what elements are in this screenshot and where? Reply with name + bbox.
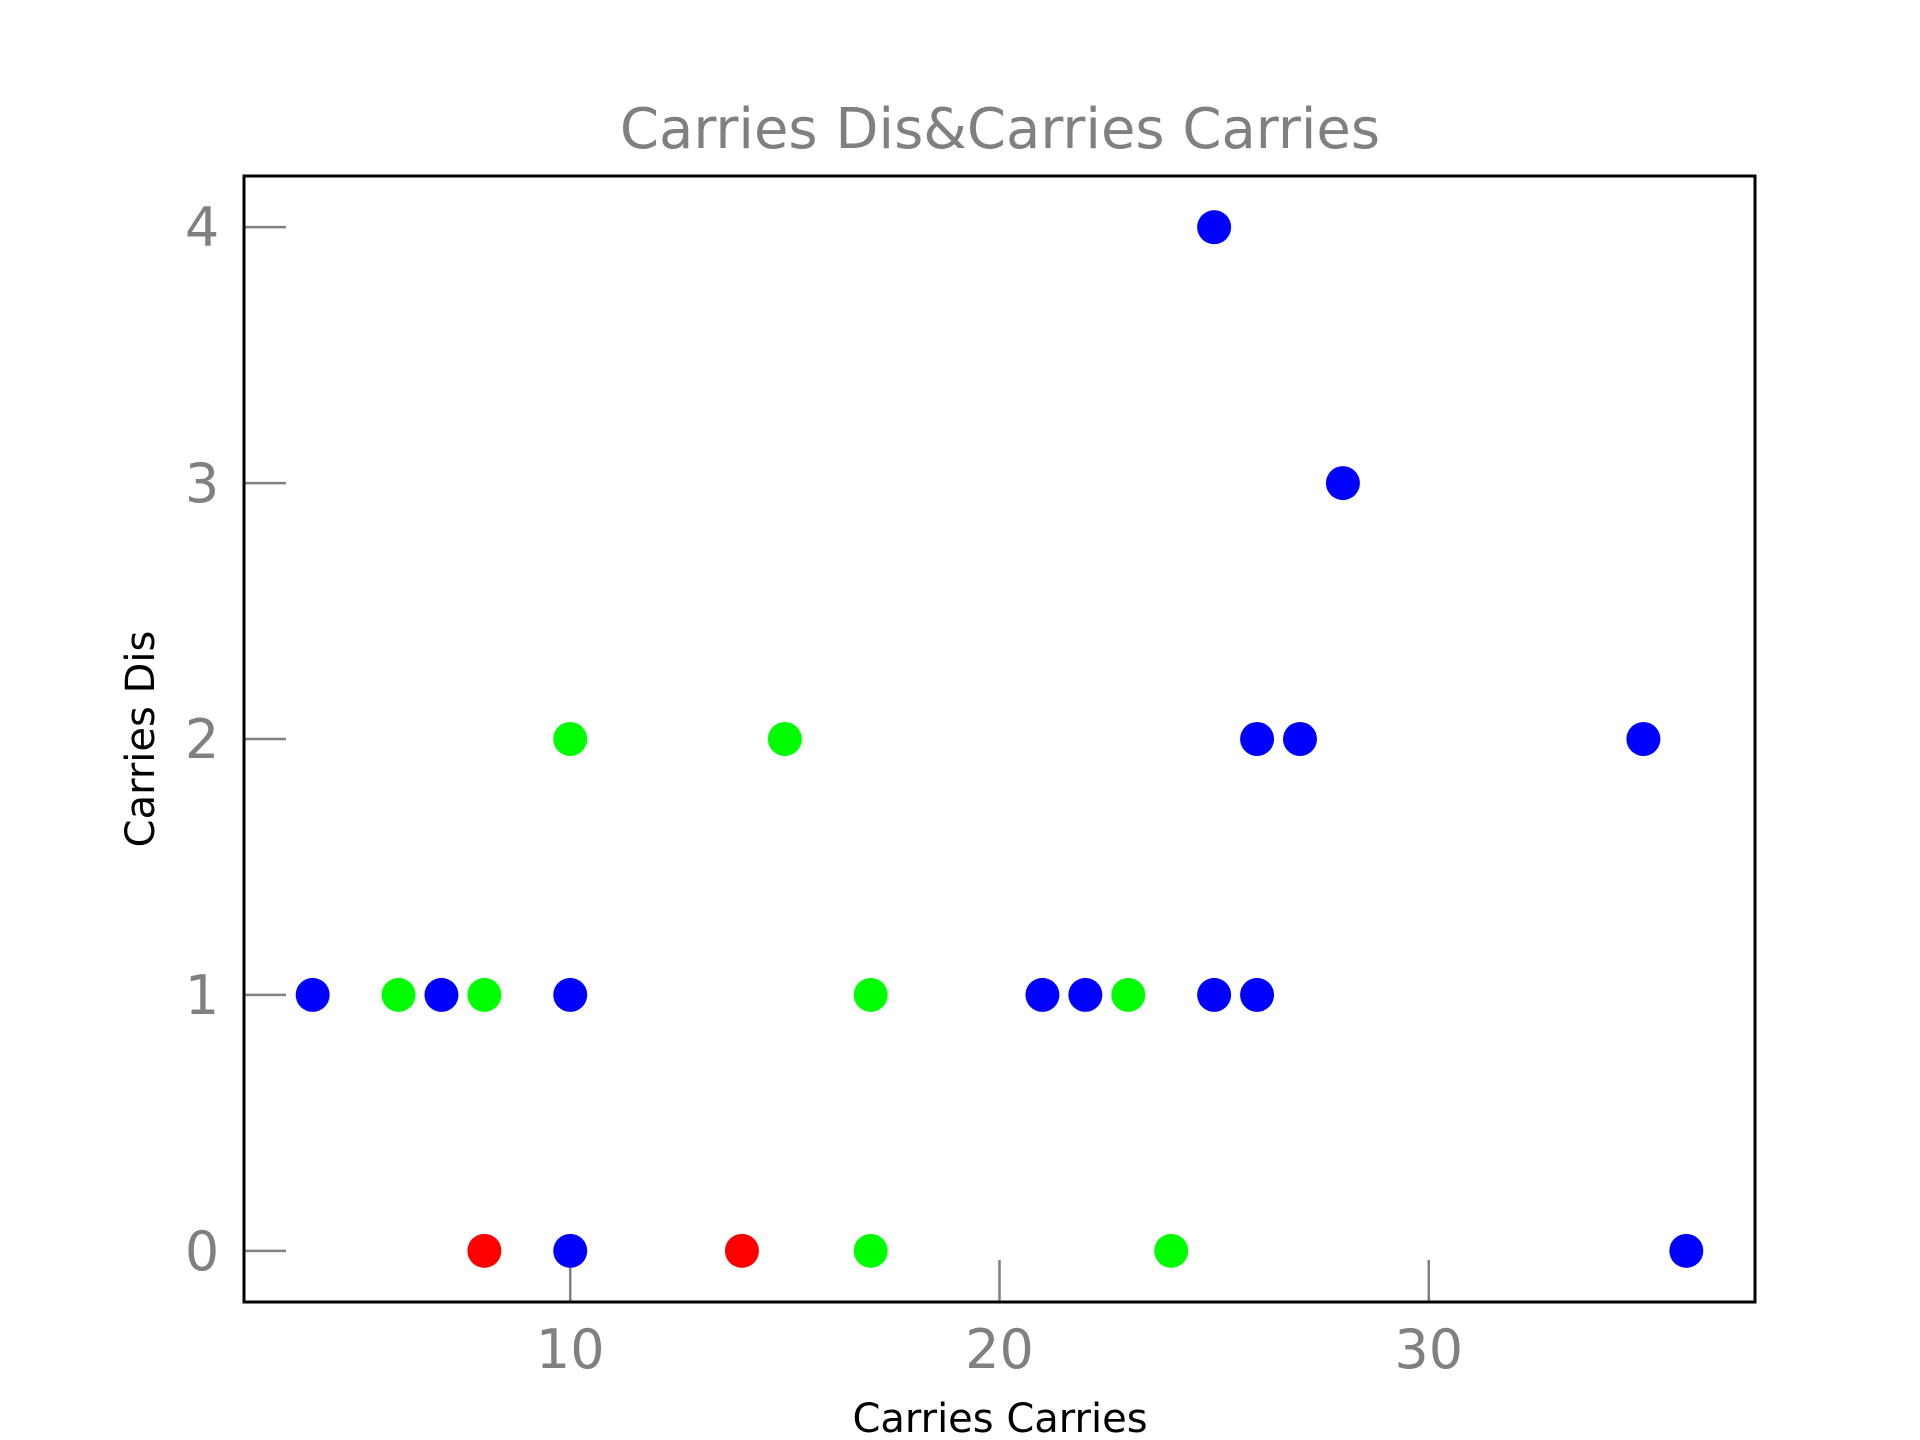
data-point-blue [1240,977,1275,1012]
data-point-blue [1068,977,1103,1012]
data-point-blue [553,1233,588,1268]
data-point-green [853,977,888,1012]
data-point-green [553,722,588,756]
data-point-blue [1282,722,1317,756]
x-tick-label: 10 [536,1318,605,1381]
data-point-blue [1626,722,1661,756]
chart-title: Carries Dis&Carries Carries [620,97,1380,162]
data-point-blue [1325,466,1360,501]
y-tick-label: 2 [185,708,219,771]
data-point-red [467,1233,502,1268]
data-points [295,210,1704,1268]
data-point-green [1111,977,1146,1012]
plot-frame [242,174,1757,1304]
data-point-blue [1025,977,1060,1012]
data-point-blue [295,977,330,1012]
data-point-blue [1197,977,1232,1012]
data-point-green [853,1233,888,1268]
y-tick-label: 4 [185,196,219,259]
data-point-green [381,977,416,1012]
y-tick-label: 3 [185,452,219,515]
y-tick-label: 1 [185,964,219,1027]
x-tick-label: 30 [1394,1318,1463,1381]
data-point-blue [1669,1233,1704,1268]
axis-ticks: 0 1 2 3 4 10 20 30 [185,196,1463,1381]
data-point-green [467,977,502,1012]
y-tick-label: 0 [185,1220,219,1283]
data-point-green [1154,1233,1189,1268]
data-point-blue [1197,210,1232,245]
data-point-red [724,1233,759,1268]
y-axis-label: Carries Dis [118,631,164,848]
data-point-blue [553,977,588,1012]
x-tick-label: 20 [965,1318,1034,1381]
data-point-blue [424,977,459,1012]
x-axis-label: Carries Carries [852,1396,1147,1440]
data-point-green [767,722,802,756]
data-point-blue [1240,722,1275,756]
